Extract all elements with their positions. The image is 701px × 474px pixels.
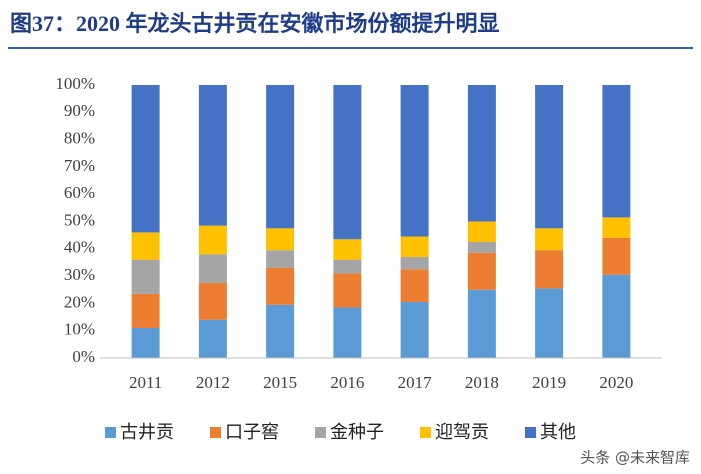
bar-segment	[131, 259, 160, 294]
bar-segment	[198, 282, 227, 320]
legend-swatch	[105, 427, 116, 438]
bar-segment	[400, 269, 429, 303]
y-tick-label: 70%	[64, 156, 95, 175]
legend-swatch	[315, 427, 326, 438]
bar-segment	[535, 85, 564, 229]
x-tick-label: 2012	[196, 373, 230, 392]
legend-label: 口子窖	[225, 422, 279, 442]
bar-segment	[602, 85, 631, 218]
bar-segment	[333, 239, 362, 260]
x-tick-label: 2018	[465, 373, 499, 392]
bar-segment	[400, 256, 429, 270]
y-tick-label: 90%	[64, 101, 95, 120]
chart-title: 图37：2020 年龙头古井贡在安徽市场份额提升明显	[10, 11, 500, 36]
bar-segment	[131, 327, 160, 358]
x-tick-label: 2017	[398, 373, 433, 392]
y-tick-label: 30%	[64, 265, 95, 284]
legend-swatch	[210, 427, 221, 438]
bar-segment	[266, 267, 295, 305]
x-tick-label: 2019	[532, 373, 566, 392]
bar-segment	[198, 85, 227, 226]
legend-label: 古井贡	[120, 422, 174, 442]
x-tick-label: 2016	[330, 373, 364, 392]
legend-label: 其他	[540, 422, 576, 442]
bar-segment	[467, 252, 496, 290]
bar-segment	[602, 217, 631, 238]
bar-segment	[400, 85, 429, 237]
x-tick-label: 2015	[263, 373, 297, 392]
bar-segment	[467, 221, 496, 242]
watermark: 头条 @未来智库	[580, 449, 690, 467]
y-tick-label: 100%	[55, 74, 95, 93]
bar-segment	[333, 85, 362, 240]
bar-segment	[602, 237, 631, 275]
bar-segment	[333, 307, 362, 358]
bar-segment	[333, 259, 362, 274]
bar-segment	[400, 302, 429, 358]
bar-segment	[198, 254, 227, 283]
bar-segment	[535, 250, 564, 289]
y-tick-label: 0%	[72, 347, 95, 366]
bar-segment	[400, 236, 429, 257]
legend-label: 迎驾贡	[435, 422, 489, 442]
bar-segment	[266, 85, 295, 229]
bar-segment	[266, 250, 295, 268]
bar-segment	[266, 228, 295, 251]
y-tick-label: 60%	[64, 183, 95, 202]
bar-segment	[198, 319, 227, 358]
bar-segment	[535, 288, 564, 358]
legend-swatch	[525, 427, 536, 438]
bar-segment	[131, 293, 160, 328]
y-tick-label: 40%	[64, 238, 95, 257]
bar-segment	[535, 228, 564, 251]
bar-segment	[467, 289, 496, 358]
y-tick-label: 10%	[64, 320, 95, 339]
y-tick-label: 80%	[64, 129, 95, 148]
bar-segment	[602, 274, 631, 358]
y-tick-label: 20%	[64, 292, 95, 311]
x-tick-label: 2020	[599, 373, 633, 392]
legend-label: 金种子	[330, 422, 384, 442]
legend-swatch	[420, 427, 431, 438]
bar-segment	[131, 232, 160, 260]
bar-segment	[467, 85, 496, 222]
x-tick-label: 2011	[129, 373, 162, 392]
y-tick-label: 50%	[64, 210, 95, 229]
bar-segment	[198, 225, 227, 255]
bar-segment	[266, 304, 295, 358]
bar-segment	[131, 85, 160, 233]
bar-segment	[467, 241, 496, 253]
bar-segment	[333, 273, 362, 308]
